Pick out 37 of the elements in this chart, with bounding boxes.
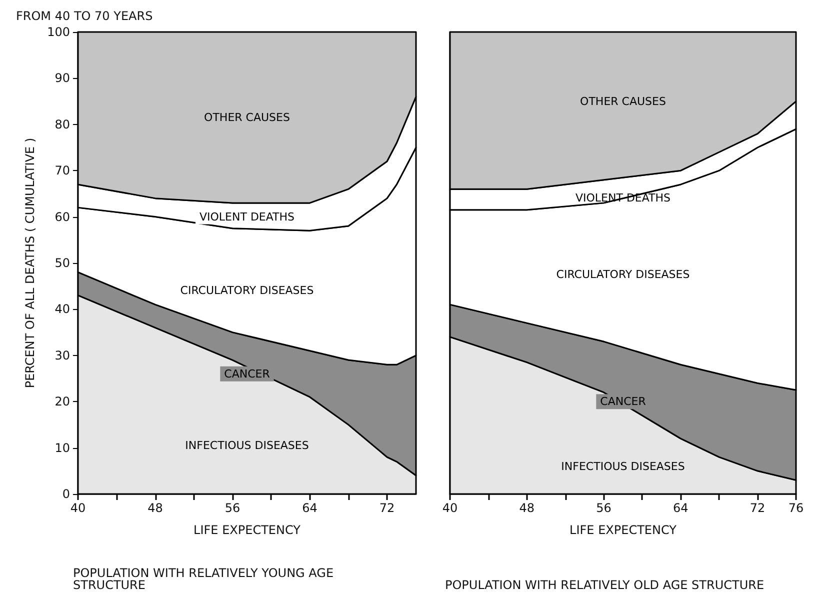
series-label: OTHER CAUSES xyxy=(204,110,290,124)
x-tick-label: 40 xyxy=(442,501,458,515)
y-tick-label: 90 xyxy=(54,71,70,86)
x-tick-label: 48 xyxy=(148,501,163,515)
x-axis-title: LIFE EXPECTENCY xyxy=(194,523,302,537)
series-label: CIRCULATORY DISEASES xyxy=(556,268,690,282)
text: POPULATION WITH RELATIVELY OLD AGE STRUCTURE xyxy=(445,578,764,592)
series-label: INFECTIOUS DISEASES xyxy=(561,460,685,473)
x-tick-label: 48 xyxy=(519,501,535,515)
series-label: VIOLENT DEATHS xyxy=(199,210,295,224)
x-tick-label: 72 xyxy=(379,501,395,515)
y-tick-label: 50 xyxy=(54,256,70,270)
x-axis-title: LIFE EXPECTENCY xyxy=(570,523,678,537)
series-label: CANCER xyxy=(224,367,270,380)
y-tick-label: 30 xyxy=(54,348,70,362)
x-tick-label: 56 xyxy=(224,501,240,515)
series-label: OTHER CAUSES xyxy=(580,94,666,108)
x-tick-label: 40 xyxy=(70,501,86,515)
x-tick-label: 64 xyxy=(302,501,318,515)
series-label: CANCER xyxy=(600,395,646,408)
x-tick-label: 64 xyxy=(673,501,688,515)
x-tick-label: 72 xyxy=(750,501,766,515)
y-tick-label: 40 xyxy=(54,302,70,316)
y-tick-label: 60 xyxy=(54,210,70,224)
text: POPULATION WITH RELATIVELY YOUNG AGE STRUCTURE xyxy=(73,566,338,592)
y-tick-label: 10 xyxy=(54,440,70,455)
y-tick-label: 80 xyxy=(54,117,70,132)
y-axis-title: PERCENT OF ALL DEATHS ( CUMULATIVE ) xyxy=(23,138,37,388)
series-label: INFECTIOUS DISEASES xyxy=(185,438,309,452)
text: FROM 40 TO 70 YEARS xyxy=(16,9,153,23)
x-tick-label: 76 xyxy=(788,501,804,515)
y-tick-label: 100 xyxy=(47,25,70,39)
y-tick-label: 70 xyxy=(54,164,70,178)
y-tick-label: 0 xyxy=(62,487,70,501)
x-tick-label: 56 xyxy=(596,501,612,515)
y-tick-label: 20 xyxy=(54,394,70,409)
series-label: CIRCULATORY DISEASES xyxy=(180,284,314,298)
